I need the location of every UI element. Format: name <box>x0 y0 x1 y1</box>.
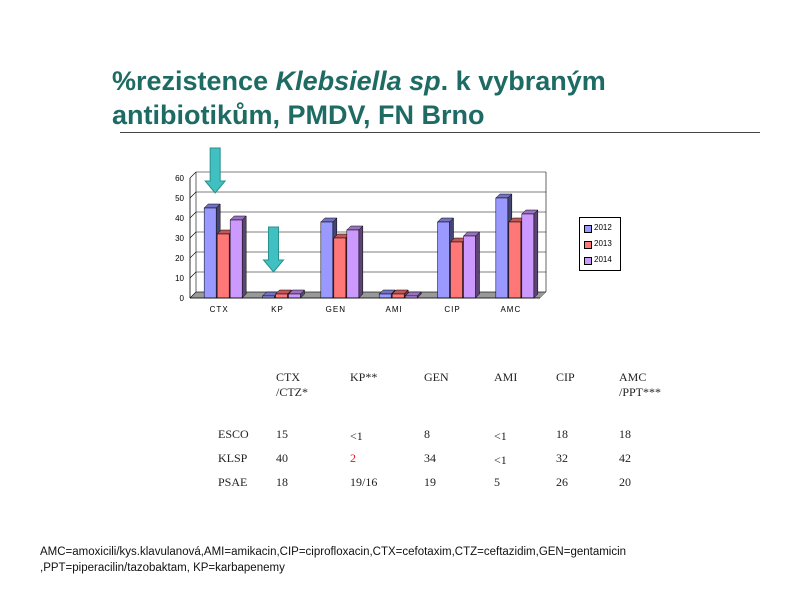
abbreviation-footnote: AMC=amoxicili/kys.klavulanová,AMI=amikac… <box>40 544 780 576</box>
title-part-1: %rezistence <box>112 66 276 96</box>
bar-kp-2014 <box>288 293 301 299</box>
slide-title: %rezistence Klebsiella sp. k vybraným an… <box>112 64 752 132</box>
legend-swatch-2012 <box>584 225 592 233</box>
legend-label-2014: 2014 <box>594 255 612 264</box>
highlight-arrow-kp <box>262 226 285 273</box>
table-header-ami: AMI <box>494 370 518 384</box>
bar-gen-2014 <box>346 229 360 299</box>
table-row-label-esco: ESCO <box>218 427 249 441</box>
chart-axes <box>189 172 547 299</box>
bar-side <box>533 209 539 299</box>
chart-arrows <box>204 147 285 273</box>
y-tick-label: 40 <box>175 214 184 223</box>
bar-ctx-2012 <box>203 207 217 299</box>
gridline-depth <box>189 191 197 199</box>
bar-ami-2013 <box>391 293 405 299</box>
footnote-line-1: AMC=amoxicili/kys.klavulanová,AMI=amikac… <box>40 546 627 558</box>
bar-cip-2012 <box>437 221 450 299</box>
bar-cip-2014 <box>463 235 476 299</box>
chart-bars <box>203 193 539 299</box>
legend-label-2012: 2012 <box>594 223 612 232</box>
footnote-line-2: ,PPT=piperacilin/tazobaktam, KP=karbapen… <box>40 562 285 574</box>
y-tick-label: 60 <box>175 174 184 183</box>
y-tick-label: 50 <box>175 194 184 203</box>
legend-swatch-2014 <box>584 257 592 265</box>
table-cell: 26 <box>556 475 568 489</box>
table-cell: 34 <box>424 451 436 465</box>
x-tick-label: CIP <box>444 305 460 314</box>
bar-amc-2014 <box>521 213 535 299</box>
bar-side <box>475 231 480 299</box>
slide-title-line-1: %rezistence Klebsiella sp. k vybraným <box>112 64 752 98</box>
chart-labels: 0 10 20 30 40 50 60 CTX KP GEN AMI CIP AMC <box>175 174 521 314</box>
bar-side <box>358 225 364 299</box>
table-cell: <1 <box>494 453 507 467</box>
x-tick-label: CTX <box>210 305 229 314</box>
y-tick-label: 10 <box>175 274 184 283</box>
legend-label-2013: 2013 <box>594 239 612 248</box>
bar-amc-2013 <box>508 221 522 299</box>
highlight-arrow-ctx <box>204 147 227 194</box>
title-part-organism: Klebsiella sp <box>275 66 441 96</box>
table-row-label-psae: PSAE <box>218 475 248 489</box>
gridline-depth <box>189 231 197 239</box>
x-tick-label: KP <box>271 305 284 314</box>
table-header-ctx-sub: /CTZ* <box>276 385 308 399</box>
table-row-label-klsp: KLSP <box>218 451 248 465</box>
bar-ami-2012 <box>378 293 392 299</box>
table-cell: 32 <box>556 451 568 465</box>
bar-ctx-2014 <box>229 219 243 299</box>
table-cell: 40 <box>276 451 288 465</box>
gridline-depth <box>189 171 197 179</box>
bar-side <box>241 215 247 299</box>
bar-cip-2013 <box>450 241 463 299</box>
table-cell-highlight: 2 <box>350 451 356 465</box>
title-part-3: . k vybraným <box>440 66 606 96</box>
gridline-depth <box>189 271 197 279</box>
y-tick-label: 0 <box>180 294 185 303</box>
table-cell: 18 <box>619 427 631 441</box>
table-header-ctx: CTX <box>276 370 300 384</box>
slide-title-line-2: antibiotikům, PMDV, FN Brno <box>112 100 485 130</box>
gridline-depth <box>189 211 197 219</box>
table-header-gen: GEN <box>424 370 449 384</box>
bar-kp-2013 <box>275 293 288 299</box>
y-tick-label: 20 <box>175 254 184 263</box>
bar-ctx-2013 <box>216 233 230 299</box>
x-tick-label: AMC <box>500 305 521 314</box>
table-header-kp: KP** <box>350 370 378 384</box>
legend-swatch-2013 <box>584 241 592 249</box>
x-tick-label: GEN <box>326 305 346 314</box>
table-cell: <1 <box>350 429 363 443</box>
table-cell: 15 <box>276 427 288 441</box>
table-cell: 19 <box>424 475 436 489</box>
gridline-depth <box>189 251 197 259</box>
table-cell: <1 <box>494 429 507 443</box>
table-cell: 8 <box>424 427 430 441</box>
table-header-amc: AMC <box>619 370 647 384</box>
bar-gen-2012 <box>320 221 334 299</box>
table-header-cip: CIP <box>556 370 575 384</box>
title-underline <box>120 132 760 133</box>
table-cell: 5 <box>494 475 500 489</box>
table-cell: 20 <box>619 475 631 489</box>
table-cell: 18 <box>276 475 288 489</box>
bar-amc-2012 <box>495 197 509 299</box>
bar-chart: 0 10 20 30 40 50 60 CTX KP GEN AMI CIP AMC <box>175 147 547 314</box>
x-tick-label: AMI <box>386 305 403 314</box>
table-cell: 42 <box>619 451 631 465</box>
table-cell: 19/16 <box>350 475 378 489</box>
table-header-amc-sub: /PPT*** <box>619 385 662 399</box>
gridline-depth <box>189 291 197 299</box>
y-tick-label: 30 <box>175 234 184 243</box>
table-cell: 18 <box>556 427 568 441</box>
bar-gen-2013 <box>333 237 347 299</box>
chart-legend: 2012 2013 2014 <box>579 217 621 271</box>
